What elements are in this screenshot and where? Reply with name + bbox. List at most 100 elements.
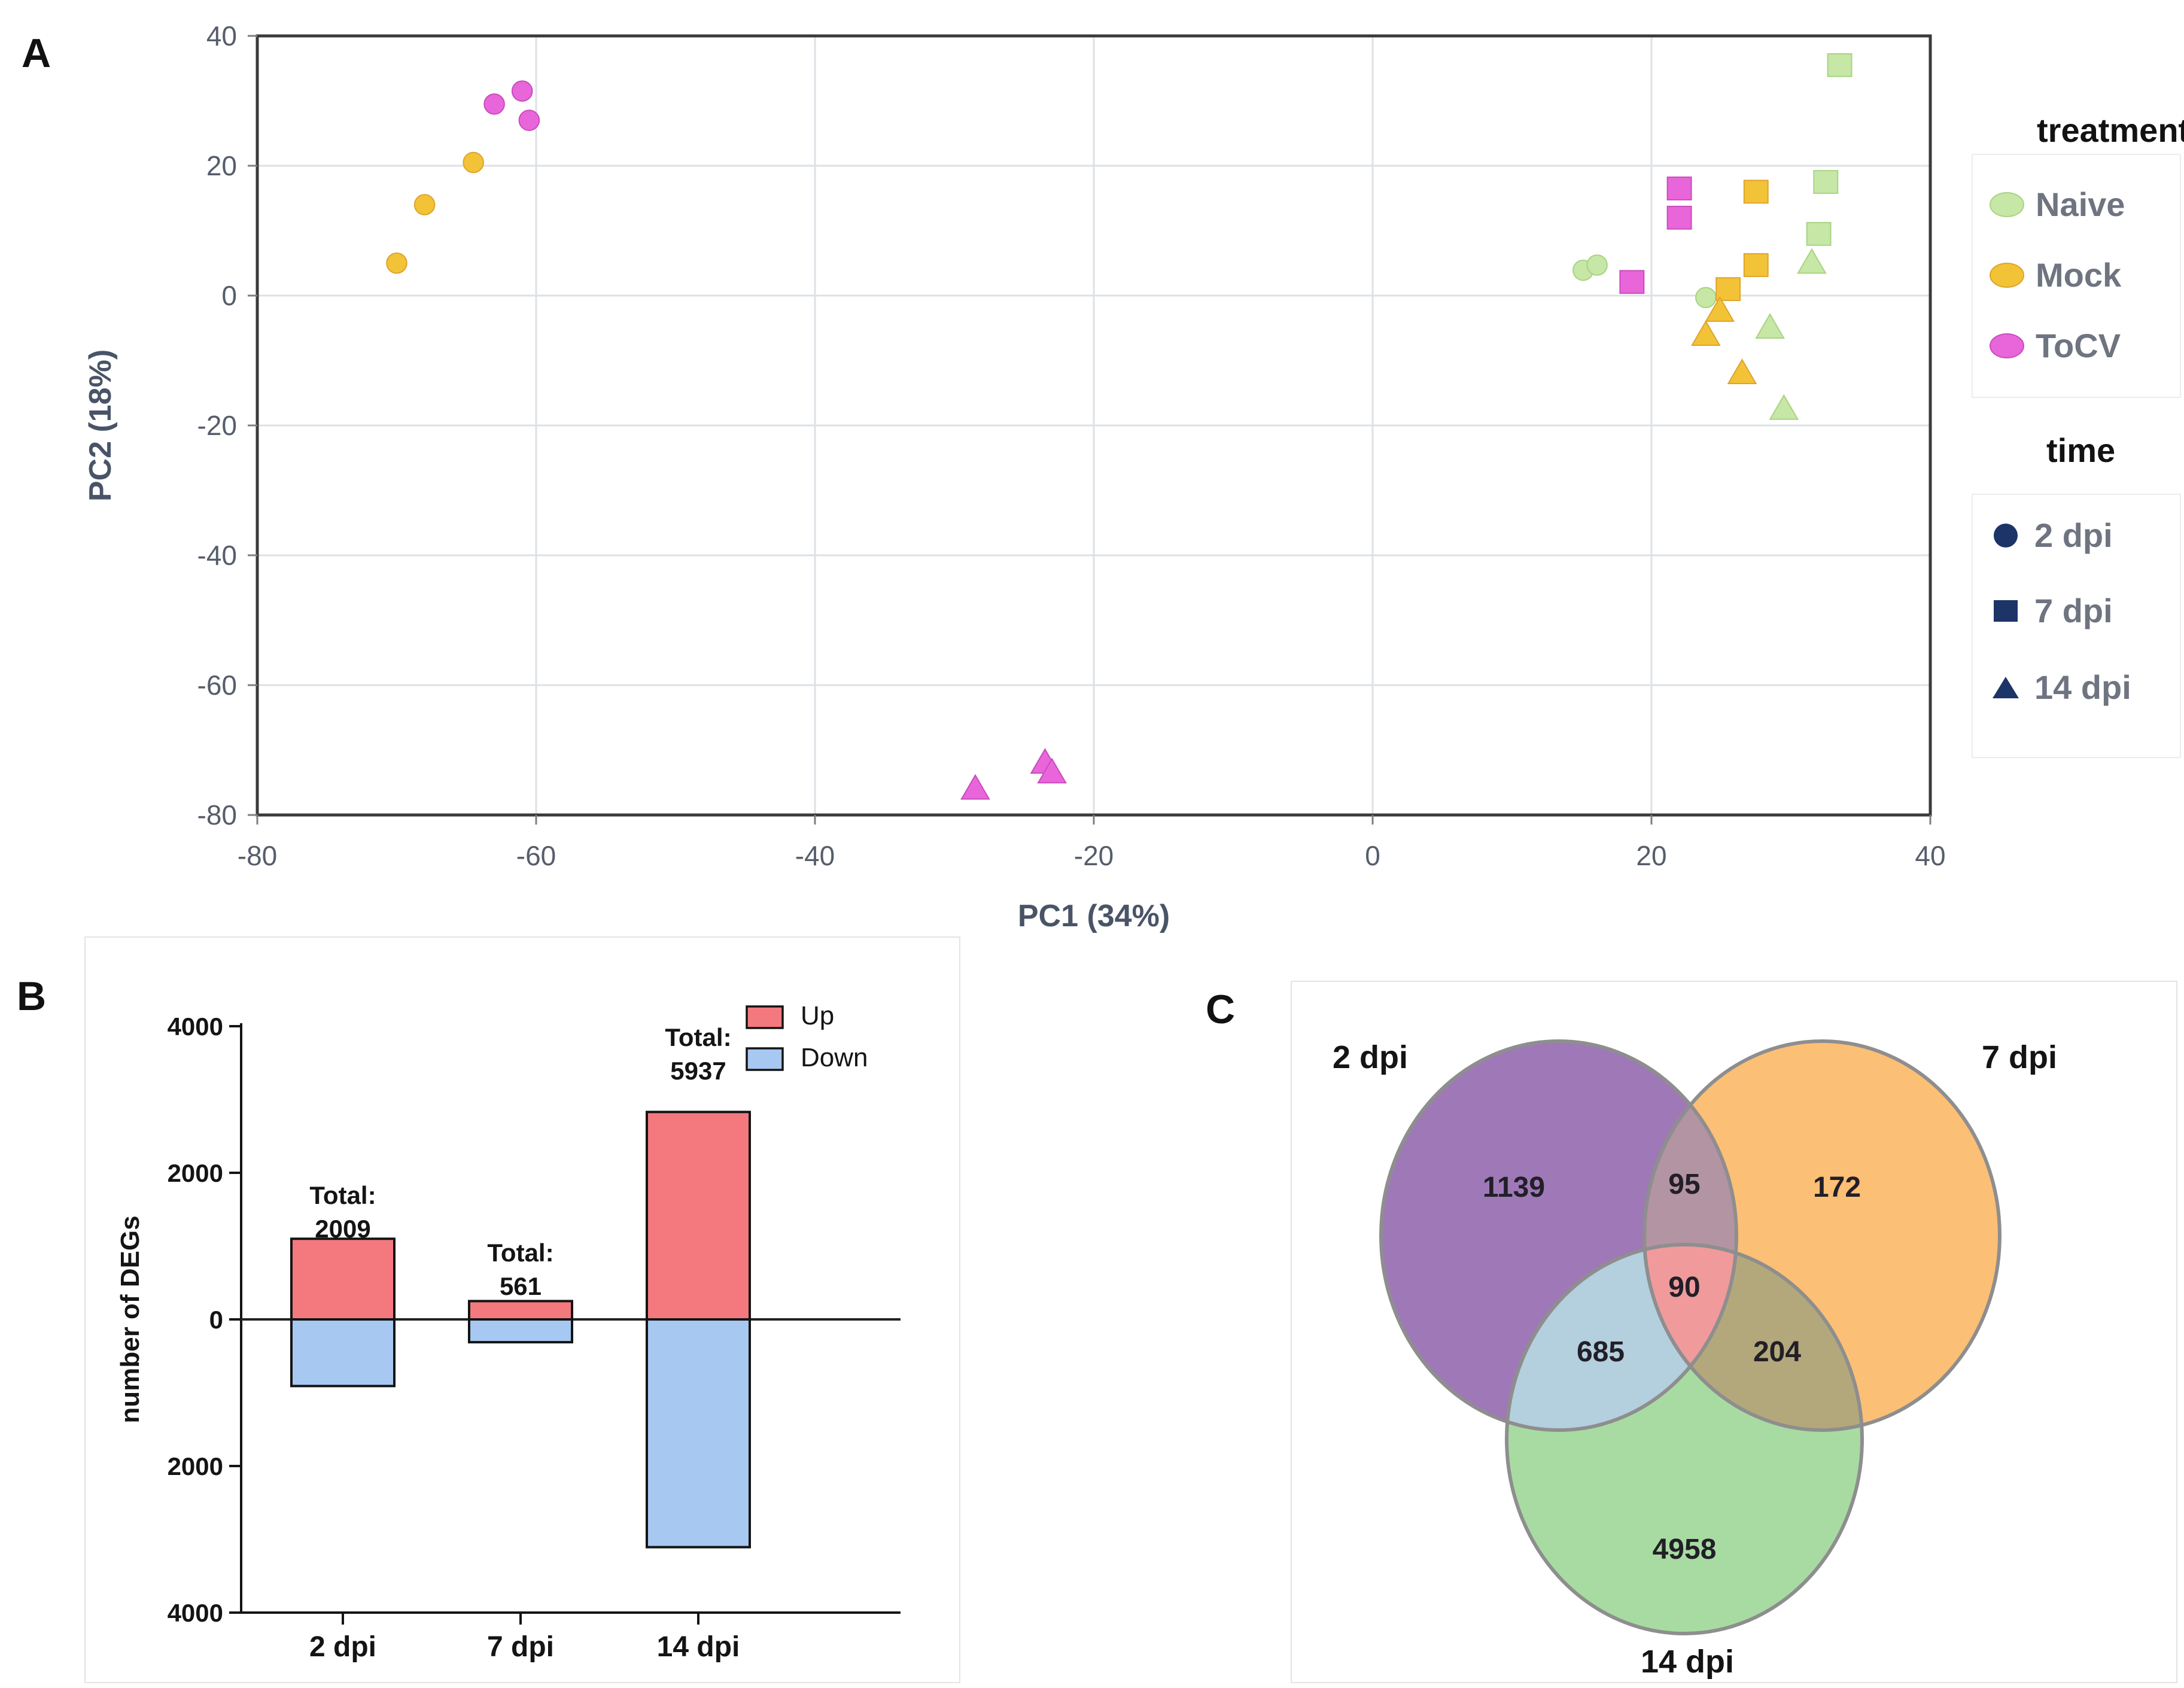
x-tick-label: -20 <box>1074 840 1114 871</box>
venn-count-2: 1139 <box>1483 1172 1545 1203</box>
time-symbol-7dpi <box>1994 600 2018 622</box>
marker-mock-14dpi <box>1691 320 1721 346</box>
y-tick-label: 20 <box>206 150 237 181</box>
pca-legend-items: Naive Mock ToCV 2 dpi 7 dpi 14 dpi <box>1990 185 2131 706</box>
treatment-swatch-tocv <box>1990 333 2024 358</box>
marker-mock-7dpi <box>1743 180 1769 204</box>
marker-naive-14dpi <box>1797 248 1827 274</box>
bar-category-label-2dpi: 2 dpi <box>309 1631 376 1663</box>
total-value-7dpi: 561 <box>500 1272 542 1300</box>
pca-legend: treatment time Naive Mock ToCV 2 dpi 7 dpi 14… <box>1972 111 2184 758</box>
bar-down-2dpi <box>290 1318 396 1388</box>
bar-category-label-14dpi: 14 dpi <box>657 1631 740 1663</box>
marker-naive-7dpi <box>1813 170 1839 194</box>
venn-count-2_14: 685 <box>1577 1336 1625 1368</box>
bar-down-14dpi <box>646 1318 751 1549</box>
venn-outline-14dpi <box>1505 1243 1864 1635</box>
time-label-14dpi: 14 dpi <box>2034 668 2131 706</box>
marker-naive-14dpi <box>1755 313 1785 339</box>
bar-up-2dpi <box>290 1237 396 1321</box>
pca-plot: A -80 -60 -40 -20 0 20 40 40 20 0 -20 -40 -60 -80 PC1… <box>22 20 2184 933</box>
venn-count-2_7_14: 90 <box>1668 1272 1700 1303</box>
x-tick-label: -60 <box>516 840 556 871</box>
y-tick-label: -80 <box>197 799 237 831</box>
x-tick-label: 0 <box>1365 840 1380 871</box>
x-tick-label: -40 <box>795 840 835 871</box>
bar-up-7dpi <box>468 1300 573 1321</box>
marker-tocv-2dpi <box>518 110 540 131</box>
y-tick-label: 0 <box>221 280 237 311</box>
time-label-7dpi: 7 dpi <box>2034 592 2113 629</box>
time-symbol-14dpi <box>1993 677 2019 698</box>
bar-legend: Up Down <box>746 1001 868 1072</box>
treatment-label-tocv: ToCV <box>2036 327 2121 364</box>
marker-mock-2dpi <box>386 252 407 274</box>
x-tick-label: -80 <box>238 840 277 871</box>
bar-axes: 4000 2000 0 2000 4000 <box>168 1012 901 1627</box>
marker-naive-2dpi <box>1586 254 1608 276</box>
y-tick-label: -40 <box>197 540 237 571</box>
venn-region-2-14 <box>1507 1245 1736 1430</box>
bar-series <box>290 1111 751 1549</box>
x-tick-label: 40 <box>1915 840 1945 871</box>
y-tick-label: -60 <box>197 670 237 701</box>
panel-b-label: B <box>17 974 46 1019</box>
bar-down-7dpi <box>468 1318 573 1344</box>
marker-naive-14dpi <box>1769 394 1799 420</box>
marker-naive-7dpi <box>1827 53 1853 77</box>
marker-mock-14dpi <box>1727 358 1757 384</box>
bar-y-axis-title: number of DEGs <box>115 1215 145 1423</box>
time-legend-title: time <box>2046 431 2115 469</box>
bar-legend-swatch-down <box>746 1047 784 1071</box>
marker-tocv-2dpi <box>511 80 533 102</box>
total-prefix-14dpi: Total: <box>665 1023 731 1051</box>
marker-tocv-7dpi <box>1666 177 1692 200</box>
venn-texts: 1139 95 172 90 685 204 4958 2 dpi 7 dpi 14 dpi <box>1333 1039 2057 1680</box>
venn-outline-7dpi <box>1642 1039 2002 1432</box>
venn-count-7: 172 <box>1813 1172 1861 1203</box>
marker-mock-14dpi <box>1705 296 1735 322</box>
total-prefix-2dpi: Total: <box>309 1181 376 1209</box>
treatment-legend-box <box>1972 154 2181 398</box>
bar-legend-label-up: Up <box>801 1001 834 1030</box>
panel-b-frame <box>84 936 960 1683</box>
venn-shapes <box>1379 1039 2002 1635</box>
marker-tocv-14dpi <box>960 774 990 800</box>
marker-tocv-7dpi <box>1666 205 1692 230</box>
time-label-2dpi: 2 dpi <box>2034 516 2113 554</box>
panel-c-label: C <box>1206 987 1235 1032</box>
panel-c-frame <box>1291 981 2177 1683</box>
marker-mock-7dpi <box>1743 253 1769 277</box>
venn-count-2_7: 95 <box>1668 1169 1700 1200</box>
marker-naive-7dpi <box>1806 222 1832 246</box>
time-legend-box <box>1972 494 2181 758</box>
venn-count-7_14: 204 <box>1753 1336 1801 1368</box>
bar-y-tick-label: 0 <box>209 1306 223 1334</box>
pca-y-axis-title: PC2 (18%) <box>83 349 118 501</box>
bar-y-tick-label: 2000 <box>168 1452 223 1480</box>
treatment-legend-title: treatment <box>2037 111 2184 149</box>
marker-tocv-2dpi <box>483 93 505 115</box>
pca-x-axis-title: PC1 (34%) <box>1018 899 1170 933</box>
bar-category-label-7dpi: 7 dpi <box>487 1631 554 1663</box>
venn-set-label-7dpi: 7 dpi <box>1982 1039 2057 1075</box>
deg-bar-chart: B number of DEGs 4000 2000 0 2000 4000 Total… <box>17 936 960 1683</box>
marker-mock-2dpi <box>463 151 484 174</box>
marker-mock-7dpi <box>1715 277 1741 302</box>
marker-tocv-14dpi <box>1037 758 1067 784</box>
bar-up-14dpi <box>646 1111 751 1321</box>
marker-mock-2dpi <box>413 194 436 215</box>
bar-legend-swatch-up <box>746 1005 784 1029</box>
bar-labels: Total: 2009 2 dpi Total: 561 7 dpi Total: 5937 1… <box>309 1023 740 1663</box>
pca-markers <box>386 53 1853 800</box>
treatment-swatch-mock <box>1990 263 2024 288</box>
y-tick-label: 40 <box>206 20 237 51</box>
treatment-label-mock: Mock <box>2036 256 2122 294</box>
venn-set-label-2dpi: 2 dpi <box>1333 1039 1408 1075</box>
bar-y-tick-label: 4000 <box>168 1599 223 1627</box>
y-tick-label: -20 <box>197 410 237 441</box>
total-value-2dpi: 2009 <box>315 1215 370 1243</box>
marker-naive-2dpi <box>1695 287 1717 309</box>
venn-set-label-14dpi: 14 dpi <box>1641 1644 1734 1680</box>
